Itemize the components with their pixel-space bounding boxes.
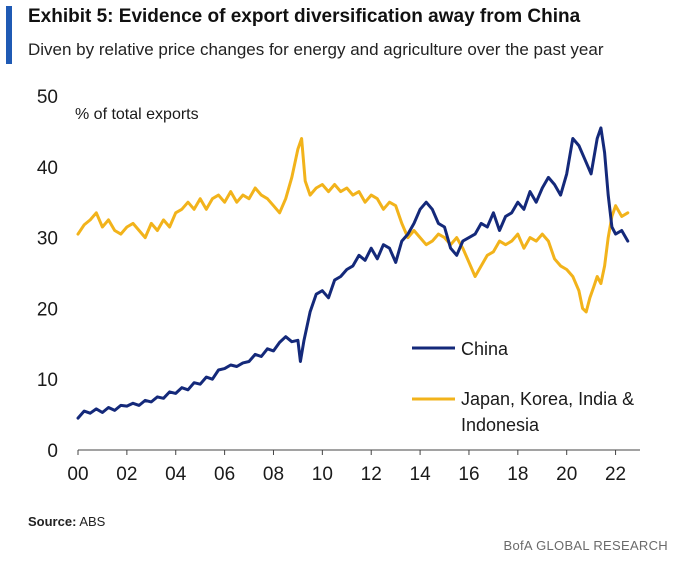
y-tick-label: 30	[37, 229, 58, 250]
x-tick-label: 16	[458, 464, 479, 485]
y-tick-label: 20	[37, 299, 58, 320]
accent-bar	[6, 6, 12, 64]
series-china-line	[76, 126, 630, 420]
y-axis-label: % of total exports	[75, 106, 199, 123]
x-tick-label: 06	[214, 464, 235, 485]
series-japan-korea-india-indonesia-line	[76, 137, 630, 314]
source-label: Source:	[28, 514, 77, 529]
x-tick-label: 10	[312, 464, 333, 485]
x-axis-ticks: 00 02 04 06 08 10 12 14 16 18 20 22	[67, 450, 626, 485]
legend-japan-label-line2: Indonesia	[461, 415, 540, 435]
y-tick-label: 0	[47, 441, 58, 462]
y-tick-label: 10	[37, 370, 58, 391]
legend-japan-label-line1: Japan, Korea, India &	[461, 389, 634, 409]
series-lines	[76, 126, 630, 420]
source-value: ABS	[79, 514, 106, 529]
x-tick-label: 04	[165, 464, 187, 485]
legend: China Japan, Korea, India & Indonesia	[412, 339, 639, 435]
credit: BofA GLOBAL RESEARCH	[503, 538, 668, 553]
x-tick-label: 02	[116, 464, 137, 485]
source-note: Source: ABS	[28, 514, 105, 529]
chart-title: Exhibit 5: Evidence of export diversific…	[28, 6, 581, 27]
legend-china-label: China	[461, 339, 509, 359]
x-tick-label: 12	[361, 464, 382, 485]
x-tick-label: 22	[605, 464, 626, 485]
chart-subtitle: Diven by relative price changes for ener…	[28, 40, 604, 59]
x-tick-label: 14	[410, 464, 432, 485]
y-tick-label: 40	[37, 158, 58, 179]
x-tick-label: 18	[507, 464, 528, 485]
legend-japan-label: Japan, Korea, India & Indonesia	[461, 389, 639, 435]
y-axis-ticks: 0 10 20 30 40 50	[37, 87, 58, 462]
x-tick-label: 20	[556, 464, 577, 485]
x-tick-label: 08	[263, 464, 284, 485]
y-tick-label: 50	[37, 87, 58, 108]
x-tick-label: 00	[67, 464, 88, 485]
